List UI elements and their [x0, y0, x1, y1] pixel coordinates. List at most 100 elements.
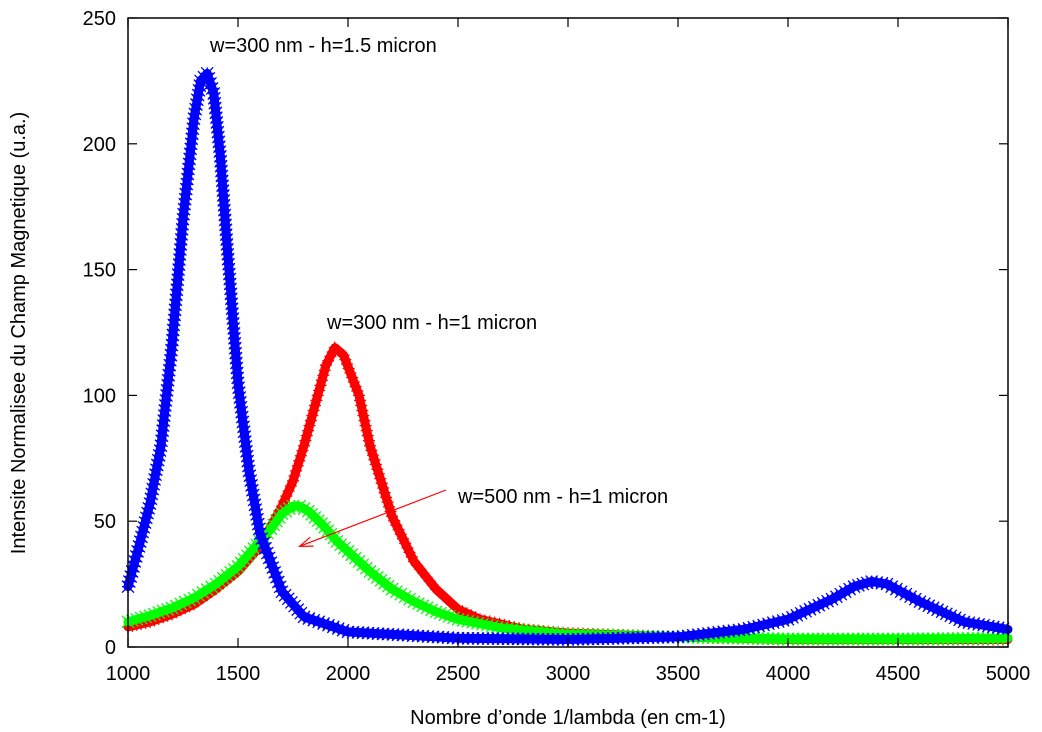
data-point — [192, 83, 206, 97]
data-point — [355, 399, 368, 412]
data-point — [246, 488, 260, 502]
y-tick-label: 150 — [83, 260, 116, 282]
data-point — [302, 612, 316, 625]
data-point — [776, 613, 790, 627]
annotation-red-series: w=300 nm - h=1 micron — [326, 312, 537, 334]
data-point — [756, 632, 770, 645]
data-point — [425, 603, 439, 617]
data-point — [161, 603, 175, 616]
data-point — [831, 632, 845, 646]
data-point — [836, 632, 850, 646]
data-point — [961, 632, 975, 645]
data-point — [144, 492, 158, 506]
data-point — [375, 477, 388, 490]
data-point — [986, 620, 1000, 634]
data-point — [152, 606, 166, 619]
data-point — [880, 577, 894, 591]
data-point — [359, 419, 372, 432]
data-point — [811, 632, 825, 646]
data-point — [293, 454, 306, 467]
data-point — [951, 632, 965, 645]
x-tick-label: 3500 — [656, 663, 701, 685]
data-point — [377, 481, 390, 494]
data-point — [249, 503, 263, 517]
data-point — [282, 502, 296, 516]
data-point — [761, 617, 775, 631]
data-point — [147, 477, 161, 491]
data-point — [976, 631, 990, 645]
data-point — [362, 434, 375, 447]
tick-layer: 1000 1500 2000 2500 3000 3500 4000 4500 5000 0 50 1… — [83, 8, 1031, 685]
data-point — [143, 609, 157, 623]
data-point — [336, 623, 350, 637]
series-layer — [121, 66, 1013, 646]
data-point — [889, 582, 903, 596]
data-point — [901, 632, 915, 646]
y-axis-label: Intensite Normalisee du Champ Magnetique… — [8, 112, 30, 554]
data-point — [178, 595, 192, 609]
data-point — [317, 617, 331, 630]
x-tick-label: 1000 — [106, 663, 151, 685]
annotation-arrow — [297, 489, 447, 547]
data-point — [922, 599, 936, 613]
data-point — [790, 608, 804, 622]
data-point — [991, 621, 1005, 635]
data-point — [190, 93, 204, 107]
data-point — [846, 632, 860, 646]
data-point — [193, 79, 207, 93]
data-point — [125, 565, 139, 578]
data-point — [275, 507, 289, 521]
data-point — [139, 610, 153, 624]
data-point — [368, 453, 381, 466]
data-point — [956, 632, 970, 645]
data-point — [149, 463, 163, 477]
data-point — [981, 631, 995, 645]
data-point — [944, 609, 958, 623]
data-point — [886, 632, 900, 646]
data-point — [771, 615, 785, 629]
data-point — [806, 632, 820, 646]
data-point — [134, 611, 148, 625]
data-point — [786, 632, 800, 646]
data-point — [500, 622, 514, 636]
data-point — [205, 81, 219, 95]
y-tick-label: 50 — [94, 511, 116, 533]
data-point — [796, 632, 810, 646]
data-point — [906, 632, 920, 646]
x-tick-label: 2500 — [436, 663, 481, 685]
data-point — [803, 602, 817, 616]
data-point — [245, 483, 259, 497]
data-point — [251, 512, 264, 526]
data-point — [307, 404, 320, 417]
data-point — [248, 498, 262, 512]
data-point — [866, 632, 880, 646]
data-point — [189, 102, 203, 116]
data-point — [127, 560, 140, 573]
data-point — [299, 434, 312, 447]
data-point — [151, 453, 165, 467]
data-point — [757, 618, 771, 632]
data-point — [899, 587, 913, 601]
data-point — [284, 479, 297, 492]
data-point — [271, 575, 285, 589]
data-point — [304, 414, 317, 427]
series-2 — [121, 66, 1013, 646]
data-point — [442, 609, 456, 623]
data-point — [921, 632, 935, 646]
data-point — [266, 561, 280, 574]
data-point — [122, 575, 136, 589]
data-point — [273, 580, 287, 594]
data-point — [309, 399, 321, 412]
data-point — [138, 516, 152, 530]
data-point — [742, 621, 756, 635]
x-tick-label: 3000 — [546, 663, 591, 685]
data-point — [191, 88, 205, 102]
data-point — [255, 532, 269, 546]
data-point — [766, 632, 780, 646]
data-point — [935, 605, 949, 619]
data-point — [247, 493, 261, 507]
data-point — [354, 394, 367, 407]
data-point — [307, 613, 321, 627]
data-point — [187, 112, 201, 126]
